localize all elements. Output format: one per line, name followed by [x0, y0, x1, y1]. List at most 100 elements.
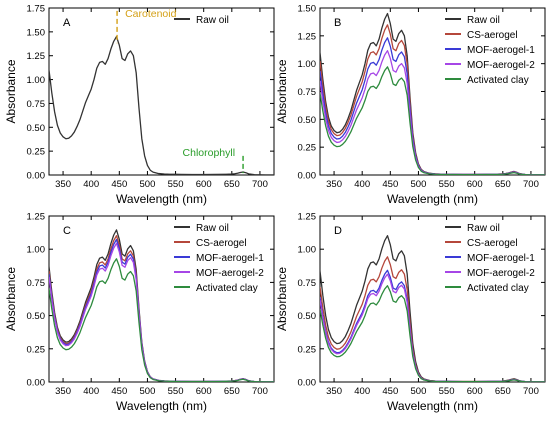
- y-tick-label: 0.00: [27, 378, 46, 389]
- series-lines: [320, 12, 545, 175]
- y-tick-label: 0.50: [27, 311, 46, 322]
- y-tick-label: 0.25: [298, 143, 317, 154]
- y-tick-label: 0.00: [27, 171, 46, 182]
- y-tick-label: 1.25: [27, 51, 46, 62]
- y-tick-label: 0.25: [298, 344, 317, 355]
- y-axis-label: Absorbance: [275, 267, 289, 331]
- plot-frame: [319, 215, 546, 383]
- x-tick-label: 600: [467, 386, 483, 397]
- legend-entry: MOF-aerogel-2: [467, 268, 535, 279]
- series-lines: [49, 35, 274, 175]
- legend-entry: Activated clay: [467, 75, 529, 86]
- chart-panel-c: 350 400 450 500 550 600 650 700 0.00 0.25 0.50 0.75…: [4, 212, 275, 413]
- chart-panel-a: 350 400 450 500 550 600 650 700 0.00 0.25 0.50 0.75…: [4, 4, 275, 206]
- panel-label: B: [334, 17, 341, 29]
- x-tick-label: 450: [111, 179, 127, 190]
- y-tick-label: 1.50: [298, 4, 317, 15]
- y-tick-label: 0.00: [298, 378, 317, 389]
- x-tick-label: 650: [495, 179, 511, 190]
- y-tick-label: 0.25: [27, 147, 46, 158]
- y-tick-label: 1.75: [27, 4, 46, 15]
- x-tick-label: 550: [168, 386, 184, 397]
- y-tick-label: 1.50: [27, 27, 46, 38]
- x-tick-label: 600: [196, 386, 212, 397]
- legend-entry: Activated clay: [467, 283, 529, 294]
- x-tick-label: 700: [252, 386, 268, 397]
- x-tick-label: 700: [523, 179, 539, 190]
- x-tick-label: 500: [411, 386, 427, 397]
- y-axis-label: Absorbance: [275, 59, 289, 123]
- x-axis-label: Wavelength (nm): [387, 192, 478, 206]
- x-tick-label: 500: [140, 179, 156, 190]
- legend-entry: Raw oil: [467, 223, 500, 234]
- annotation-chlorophyll: Chlorophyll: [183, 147, 236, 159]
- x-tick-label: 500: [140, 386, 156, 397]
- y-tick-label: 0.75: [298, 278, 317, 289]
- x-tick-label: 450: [382, 179, 398, 190]
- y-tick-label: 0.50: [298, 311, 317, 322]
- annotation-carotenoid: Carotenoid: [125, 8, 177, 20]
- panel-label: A: [63, 17, 71, 29]
- x-tick-label: 450: [111, 386, 127, 397]
- x-axis-label: Wavelength (nm): [116, 192, 207, 206]
- x-tick-label: 450: [382, 386, 398, 397]
- x-axis-label: Wavelength (nm): [387, 399, 478, 413]
- legend-entry: CS-aerogel: [467, 30, 518, 41]
- legend-entry: CS-aerogel: [196, 238, 247, 249]
- x-axis-label: Wavelength (nm): [116, 399, 207, 413]
- legend-entry: Raw oil: [467, 15, 500, 26]
- series-line-raw-oil: [49, 35, 274, 175]
- chart-panel-b: 350 400 450 500 550 600 650 700 0.00 0.25 0.50 0.75…: [275, 4, 546, 206]
- legend-entry: Raw oil: [196, 15, 229, 26]
- panel-label: D: [334, 225, 342, 237]
- legend: Raw oil CS-aerogel MOF-aerogel-1 MOF-aeroge…: [174, 223, 264, 294]
- x-tick-label: 650: [495, 386, 511, 397]
- y-tick-label: 0.75: [27, 99, 46, 110]
- x-tick-label: 350: [55, 386, 71, 397]
- series-lines: [320, 235, 545, 382]
- y-tick-label: 1.00: [298, 245, 317, 256]
- y-tick-label: 1.25: [298, 212, 317, 223]
- x-tick-label: 400: [83, 386, 99, 397]
- plot-frame: [48, 7, 275, 176]
- legend: Raw oil CS-aerogel MOF-aerogel-1 MOF-aeroge…: [445, 223, 535, 294]
- y-tick-label: 0.50: [27, 123, 46, 134]
- x-tick-label: 550: [439, 386, 455, 397]
- chart-panel-d: 350 400 450 500 550 600 650 700 0.00 0.25 0.50 0.75…: [275, 212, 546, 413]
- panel-label: C: [63, 225, 71, 237]
- y-tick-label: 0.75: [27, 278, 46, 289]
- x-tick-label: 650: [224, 179, 240, 190]
- legend-entry: Raw oil: [196, 223, 229, 234]
- y-tick-label: 1.25: [27, 212, 46, 223]
- y-tick-label: 0.00: [298, 171, 317, 182]
- x-tick-label: 700: [252, 179, 268, 190]
- x-tick-label: 550: [168, 179, 184, 190]
- y-tick-label: 0.50: [298, 115, 317, 126]
- legend: Raw oil: [174, 15, 229, 26]
- x-tick-label: 400: [354, 179, 370, 190]
- x-tick-label: 350: [55, 179, 71, 190]
- x-tick-label: 600: [467, 179, 483, 190]
- y-tick-label: 1.00: [27, 75, 46, 86]
- y-tick-label: 0.75: [298, 87, 317, 98]
- legend-entry: MOF-aerogel-2: [467, 60, 535, 71]
- x-tick-label: 550: [439, 179, 455, 190]
- series-line-activated-clay: [49, 258, 274, 382]
- legend-entry: Activated clay: [196, 283, 258, 294]
- x-tick-label: 500: [411, 179, 427, 190]
- x-tick-label: 700: [523, 386, 539, 397]
- y-tick-label: 0.25: [27, 344, 46, 355]
- x-tick-label: 400: [83, 179, 99, 190]
- legend-entry: MOF-aerogel-2: [196, 268, 264, 279]
- x-tick-label: 350: [326, 179, 342, 190]
- x-tick-label: 650: [224, 386, 240, 397]
- legend-entry: MOF-aerogel-1: [467, 45, 535, 56]
- y-tick-label: 1.25: [298, 31, 317, 42]
- legend-entry: MOF-aerogel-1: [467, 253, 535, 264]
- y-tick-label: 1.00: [27, 245, 46, 256]
- series-line-activated-clay: [320, 285, 545, 382]
- y-axis-label: Absorbance: [4, 59, 18, 123]
- y-tick-label: 1.00: [298, 59, 317, 70]
